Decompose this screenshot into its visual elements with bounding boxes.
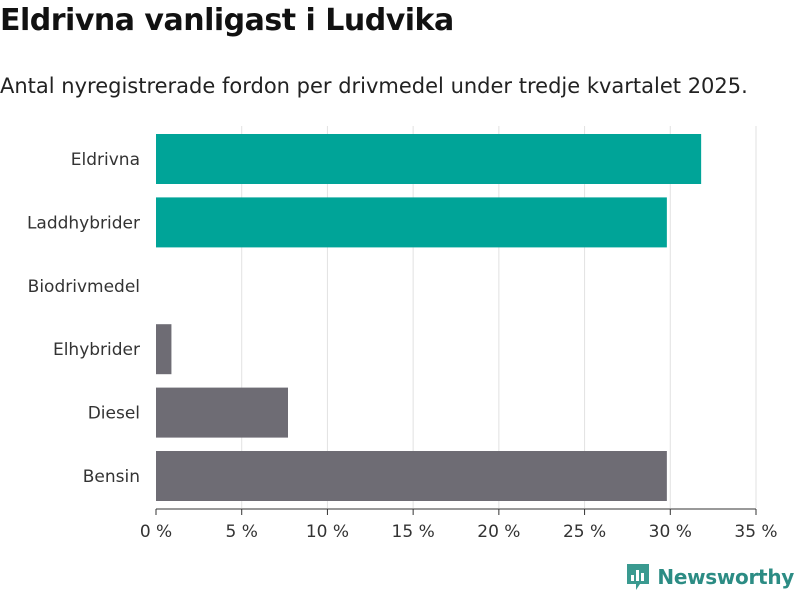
gridlines [241,126,757,508]
x-tick-label: 35 % [734,522,777,542]
brand-name: Newsworthy [657,565,794,589]
category-label: Bensin [83,467,140,487]
x-tick-label: 15 % [392,522,435,542]
bar-diesel [156,387,288,438]
x-axis [155,508,757,515]
category-label: Elhybrider [53,340,140,360]
bar-eldrivna [156,134,702,184]
x-tick-label: 20 % [477,522,520,542]
bars [156,134,702,501]
chart-subtitle: Antal nyregistrerade fordon per drivmede… [0,74,748,98]
category-labels: Eldrivna Laddhybrider Biodrivmedel Elhybrid… [27,150,140,487]
x-tick-label: 30 % [649,522,692,542]
newsworthy-logo-icon [627,564,650,590]
x-tick-label: 5 % [226,522,258,542]
category-label: Laddhybrider [27,213,140,233]
bar-elhybrider [156,324,172,375]
category-label: Eldrivna [71,150,140,170]
category-label: Diesel [88,404,140,424]
x-tick-label: 10 % [306,522,349,542]
brand-logo: Newsworthy [625,562,794,592]
bar-bensin [156,451,667,501]
bar-laddhybrider [156,197,667,248]
tick-labels: 0 % 5 % 10 % 15 % 20 % 25 % 30 % 35 % [140,522,778,542]
category-label: Biodrivmedel [28,277,140,297]
x-tick-label: 0 % [140,522,172,542]
chart-title: Eldrivna vanligast i Ludvika [0,3,454,38]
x-tick-label: 25 % [563,522,606,542]
